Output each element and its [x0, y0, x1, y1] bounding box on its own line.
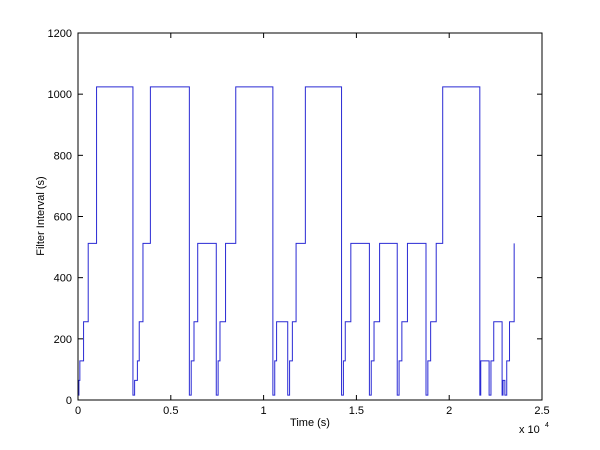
x-multiplier: x 10 [519, 424, 540, 436]
x-tick-label: 0.5 [163, 405, 178, 417]
y-tick-label: 1200 [48, 28, 72, 40]
x-tick-label: 1.5 [349, 405, 364, 417]
y-tick-label: 400 [54, 273, 72, 285]
y-tick-label: 800 [54, 150, 72, 162]
y-tick-label: 200 [54, 334, 72, 346]
x-tick-label: 2 [446, 405, 452, 417]
y-tick-label: 0 [66, 395, 72, 407]
y-axis-label: Filter Interval (s) [35, 176, 47, 255]
x-tick-label: 2.5 [534, 405, 549, 417]
x-tick-label: 0 [75, 405, 81, 417]
y-tick-label: 600 [54, 212, 72, 224]
data-line [78, 86, 515, 396]
x-multiplier-exponent: 4 [545, 422, 549, 429]
y-tick-label: 1000 [48, 89, 72, 101]
x-axis-label: Time (s) [290, 417, 330, 429]
plot-frame [77, 32, 543, 401]
x-tick-label: 1 [261, 405, 267, 417]
